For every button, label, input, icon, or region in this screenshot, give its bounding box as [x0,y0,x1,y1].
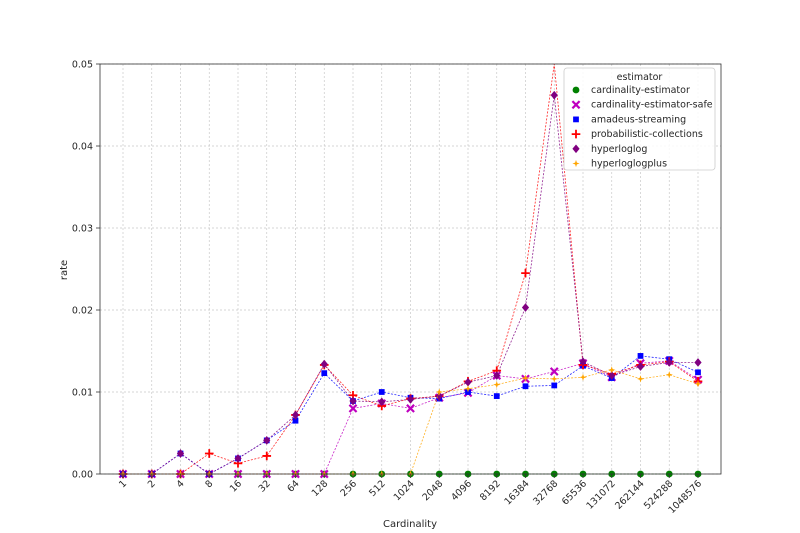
point-marker [378,389,385,395]
point-marker [521,374,530,382]
legend-box [563,67,716,171]
legend-item: probabilistic-collections [571,129,703,140]
legend-label: cardinality-estimator [591,85,690,96]
point-marker [572,86,580,94]
legend-label: cardinality-estimator-safe [591,100,713,111]
y-axis-label: rate [59,260,70,280]
point-marker [263,436,271,445]
point-marker [665,358,673,367]
y-axis-ticks: 0.00 0.01 0.02 0.03 0.04 0.05 [72,60,100,481]
point-marker [608,371,616,380]
series-line [123,95,698,475]
point-marker [579,357,587,366]
point-marker [435,388,443,396]
point-marker [695,369,701,376]
legend-label: amadeus-streaming [591,114,686,125]
point-marker [464,377,472,387]
point-marker [292,417,299,424]
point-marker [464,385,472,393]
legend-item: hyperloglog [572,144,647,155]
point-marker [550,90,558,100]
point-marker [348,404,358,413]
legend-label: hyperloglogplus [591,159,667,170]
point-marker [493,381,501,389]
point-marker [321,370,328,377]
y-tick-label: 0.01 [72,388,93,399]
point-marker [608,366,616,374]
point-marker [262,451,272,461]
legend: estimator cardinality-estimator cardinalit… [563,67,716,171]
point-marker [406,395,415,404]
legend-item: cardinality-estimator [572,85,690,96]
point-marker [550,375,558,383]
legend-title: estimator [617,72,663,83]
point-marker [694,358,702,367]
point-marker [549,367,559,376]
y-tick-label: 0.04 [72,142,93,153]
point-marker [572,159,580,168]
y-tick-label: 0.02 [72,306,93,317]
point-marker [571,100,581,110]
point-marker [521,268,530,278]
point-marker [572,144,580,154]
legend-label: hyperloglog [591,144,647,155]
point-marker [176,449,185,458]
point-marker [493,393,500,399]
point-marker [636,375,645,383]
point-marker [522,383,529,390]
point-marker [521,303,530,312]
point-marker [493,371,501,380]
point-marker [234,454,242,463]
series-line [123,63,699,475]
point-marker [694,380,702,388]
legend-item: amadeus-streaming [573,114,686,125]
x-axis-label: Cardinality [383,519,437,530]
point-marker [349,396,357,406]
point-marker [579,373,587,381]
point-marker [406,404,415,413]
point-marker [320,359,328,369]
point-marker [551,382,558,389]
y-tick-label: 0.05 [72,60,93,71]
y-tick-label: 0.03 [72,224,93,235]
point-marker [378,397,386,407]
y-tick-label: 0.00 [72,470,93,481]
point-marker [573,116,579,123]
point-marker [571,129,581,139]
legend-label: probabilistic-collections [591,129,703,140]
legend-item: cardinality-estimator-safe [571,100,713,111]
point-marker [636,362,645,371]
point-marker [637,353,644,359]
point-marker [204,449,214,458]
point-marker [665,371,673,379]
point-marker [291,410,300,420]
legend-item: hyperloglogplus [572,159,667,170]
